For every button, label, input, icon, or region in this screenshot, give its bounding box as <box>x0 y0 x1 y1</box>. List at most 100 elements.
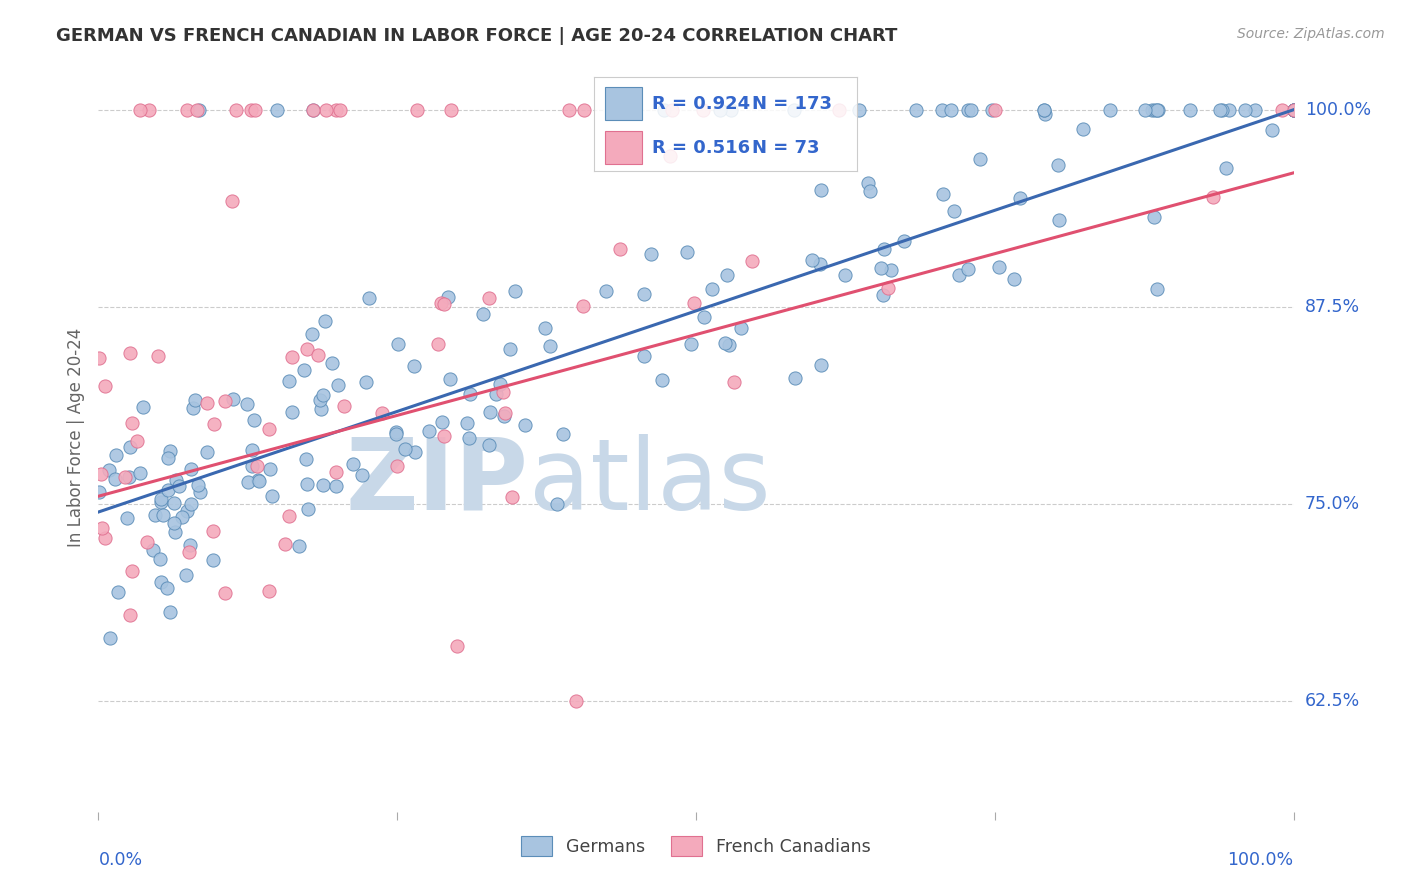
Point <box>152 508 174 522</box>
Point <box>394 442 416 456</box>
Point <box>709 103 731 117</box>
Point <box>1282 103 1305 117</box>
Point <box>295 343 318 357</box>
Point <box>277 374 299 388</box>
Point <box>243 413 266 427</box>
Point <box>426 337 449 351</box>
Point <box>1282 103 1305 117</box>
Point <box>558 103 581 117</box>
Point <box>404 445 426 459</box>
Point <box>129 103 152 117</box>
Point <box>115 510 138 524</box>
Text: 87.5%: 87.5% <box>1305 298 1360 316</box>
Point <box>859 184 882 198</box>
Point <box>183 401 205 415</box>
Point <box>387 337 409 351</box>
Point <box>1033 103 1056 117</box>
Point <box>121 565 143 579</box>
Point <box>202 524 225 538</box>
Point <box>960 103 983 117</box>
Point <box>90 467 112 482</box>
Point <box>948 268 970 283</box>
Point <box>274 537 297 551</box>
Point <box>257 422 280 436</box>
Point <box>692 103 714 117</box>
Point <box>1271 103 1294 117</box>
Point <box>730 320 752 334</box>
Point <box>262 490 284 504</box>
Point <box>246 459 269 474</box>
Point <box>1244 103 1267 117</box>
Point <box>800 252 823 267</box>
Point <box>240 459 263 474</box>
Text: atlas: atlas <box>529 434 770 531</box>
Point <box>943 203 966 218</box>
Point <box>456 416 478 430</box>
Point <box>118 440 141 454</box>
Point <box>354 376 377 390</box>
Point <box>1142 210 1164 224</box>
Point <box>1033 103 1056 117</box>
Point <box>430 415 453 429</box>
Point <box>297 501 319 516</box>
Point <box>242 442 264 457</box>
Point <box>1071 121 1094 136</box>
Point <box>1215 161 1237 175</box>
Point <box>314 314 336 328</box>
Point <box>505 284 527 298</box>
Text: 100.0%: 100.0% <box>1227 851 1294 869</box>
Point <box>89 485 111 500</box>
Point <box>877 281 900 295</box>
Point <box>499 343 522 357</box>
Point <box>1282 103 1305 117</box>
Point <box>120 607 142 622</box>
Point <box>808 257 831 271</box>
Point <box>132 400 155 414</box>
Point <box>121 416 143 430</box>
Point <box>988 260 1011 275</box>
Point <box>326 378 349 392</box>
Point <box>437 290 460 304</box>
Point <box>159 605 181 619</box>
Point <box>259 462 281 476</box>
Point <box>302 103 325 117</box>
Point <box>658 149 681 163</box>
Point <box>858 176 880 190</box>
Point <box>661 103 683 117</box>
Point <box>163 496 186 510</box>
Point <box>873 242 896 256</box>
Point <box>167 479 190 493</box>
Point <box>342 457 364 471</box>
Point <box>187 478 209 492</box>
Point <box>546 497 568 511</box>
Point <box>259 584 281 599</box>
Point <box>295 476 318 491</box>
Point <box>957 103 980 117</box>
Point <box>1047 158 1070 172</box>
Point <box>682 296 704 310</box>
Point <box>572 299 595 313</box>
Point <box>176 504 198 518</box>
Point <box>870 260 893 275</box>
Point <box>188 103 211 117</box>
Point <box>572 103 595 117</box>
Point <box>174 568 197 582</box>
Point <box>430 295 453 310</box>
Point <box>485 387 508 401</box>
Point <box>723 375 745 389</box>
Text: 100.0%: 100.0% <box>1305 101 1371 119</box>
Point <box>700 281 723 295</box>
Point <box>195 445 218 459</box>
Point <box>311 401 333 416</box>
Point <box>984 103 1007 117</box>
Point <box>221 194 243 208</box>
Point <box>97 463 120 477</box>
Point <box>307 347 329 361</box>
Point <box>149 574 172 589</box>
Point <box>741 254 763 268</box>
Point <box>1142 103 1164 117</box>
Point <box>311 477 333 491</box>
Point <box>177 545 200 559</box>
Point <box>1282 103 1305 117</box>
Point <box>893 234 915 248</box>
